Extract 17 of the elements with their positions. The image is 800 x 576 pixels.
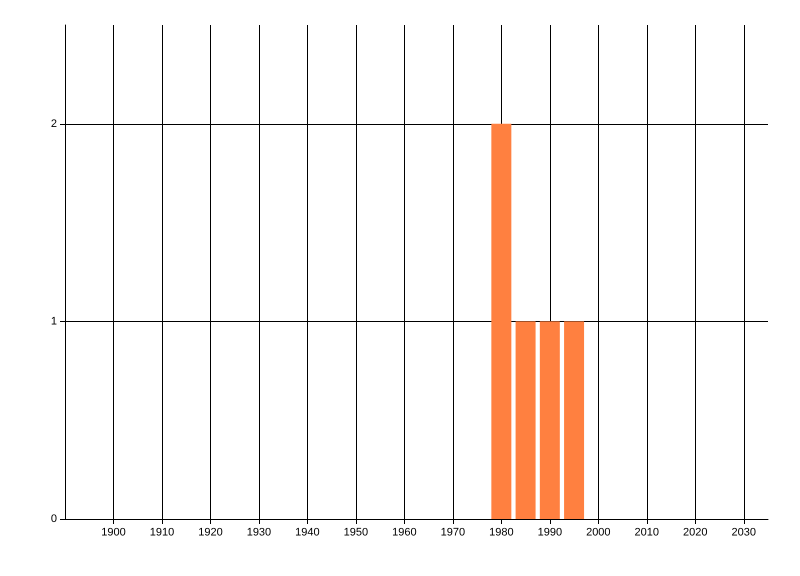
x-tick-label: 1990: [538, 526, 562, 538]
x-tick-label: 2030: [732, 526, 756, 538]
x-tick-label: 1900: [101, 526, 126, 538]
x-tick-label: 1920: [198, 526, 223, 538]
x-tick-label: 2000: [586, 526, 611, 538]
x-tick-label: 2020: [683, 526, 708, 538]
y-tick-label: 1: [50, 315, 57, 328]
x-tick-label: 1910: [150, 526, 174, 538]
y-tick-label: 0: [50, 513, 57, 525]
x-tick-label: 1940: [295, 526, 320, 538]
x-tick-label: 2010: [634, 526, 660, 538]
y-tick-label: 2: [50, 118, 57, 130]
x-tick-label: 1960: [392, 526, 417, 538]
x-tick-label: 1950: [344, 526, 368, 538]
x-tick-label: 1930: [246, 526, 272, 538]
x-tick-label: 1980: [489, 526, 514, 538]
x-tick-label: 1970: [440, 526, 466, 538]
